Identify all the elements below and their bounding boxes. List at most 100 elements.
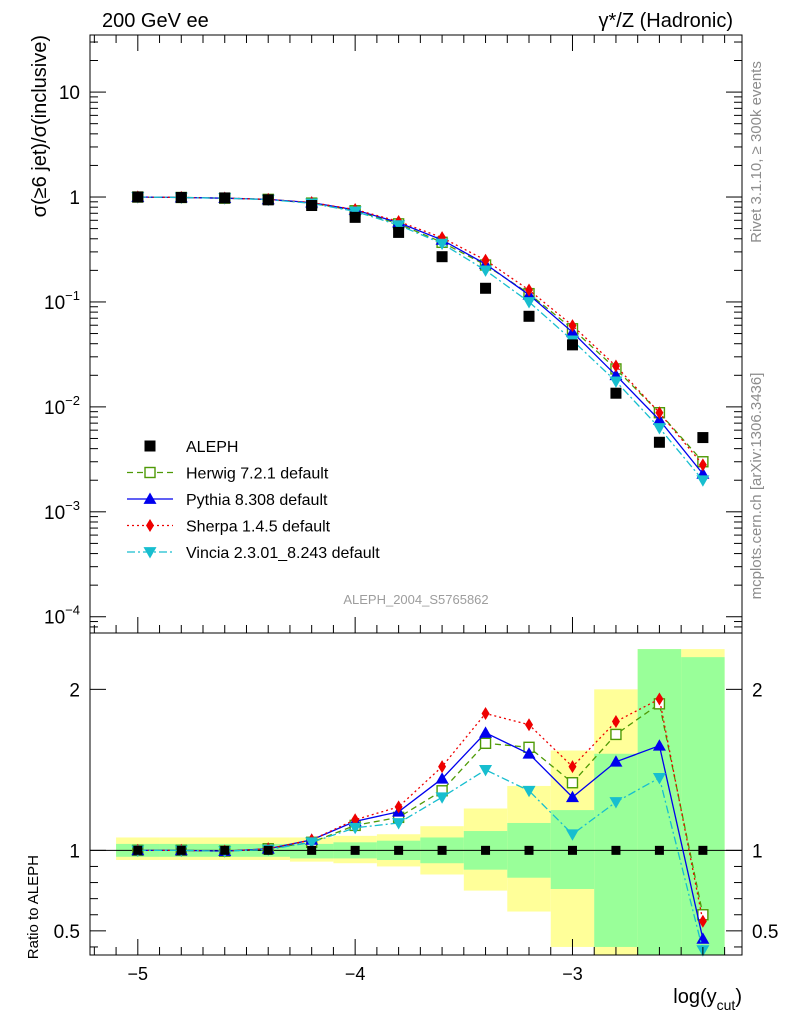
legend-marker xyxy=(143,547,157,559)
aleph-point xyxy=(436,251,448,263)
aleph-ratio-point xyxy=(220,845,230,855)
x-tick-label: −3 xyxy=(562,964,583,984)
axis-ticks xyxy=(90,35,742,955)
series-ratio-point xyxy=(565,790,579,803)
series-ratio-point xyxy=(609,797,623,809)
series-point xyxy=(568,319,577,333)
aleph-point xyxy=(566,339,578,351)
series-ratio-point xyxy=(566,777,579,789)
aleph-point xyxy=(393,226,405,238)
legend-marker xyxy=(144,466,156,479)
series-ratio-point xyxy=(305,837,319,849)
series-ratio-point xyxy=(481,707,490,720)
aleph-ratio-point xyxy=(394,845,404,855)
series-point xyxy=(611,359,620,373)
aleph-point xyxy=(653,436,665,448)
series-ratio-point xyxy=(394,800,403,814)
legend-label: Herwig 7.2.1 default xyxy=(186,466,329,483)
reference-points xyxy=(132,191,709,855)
series-line xyxy=(137,196,704,463)
series-line xyxy=(137,196,704,466)
series-ratio-line xyxy=(137,732,704,940)
aleph-ratio-point xyxy=(307,845,317,855)
aleph-ratio-point xyxy=(524,845,534,855)
series-point xyxy=(696,475,710,487)
y-tick-label-main: 10−3 xyxy=(44,498,80,524)
y-tick-label-ratio: 0.5 xyxy=(54,922,80,943)
series-ratio-point xyxy=(655,692,664,706)
legend: ALEPH Herwig 7.2.1 default Pythia 8.308 de… xyxy=(127,439,380,562)
series-ratio-point xyxy=(522,785,536,798)
y-tick-label-base: 10 xyxy=(59,83,80,104)
aleph-point xyxy=(610,387,622,399)
aleph-ratio-point xyxy=(133,845,143,855)
aleph-ratio-point xyxy=(263,845,273,855)
series-ratio-point xyxy=(698,914,707,928)
series-ratio-point xyxy=(565,829,579,841)
series-point xyxy=(392,220,406,232)
legend-label-aleph: ALEPH xyxy=(186,439,238,456)
aleph-point xyxy=(175,191,187,203)
y-tick-label-exp: −1 xyxy=(65,288,80,303)
y-tick-label-ratio-right: 0.5 xyxy=(752,922,778,943)
series-line xyxy=(137,196,704,481)
series-ratio-point xyxy=(609,755,623,767)
aleph-ratio-point xyxy=(698,845,708,855)
y-tick-label-exp: −4 xyxy=(65,603,80,618)
y-tick-label-exp: −2 xyxy=(65,393,80,408)
green-band-bin xyxy=(681,657,725,955)
legend-label: Vincia 2.3.01_8.243 default xyxy=(186,545,380,562)
series-point xyxy=(655,406,664,420)
aleph-point xyxy=(697,432,709,444)
x-axis-label-sub: cut xyxy=(717,997,736,1013)
series-line xyxy=(137,196,704,475)
aleph-ratio-point xyxy=(611,845,621,855)
aleph-ratio-point xyxy=(437,845,447,855)
header-left: 200 GeV ee xyxy=(102,10,209,32)
rivet-label: Rivet 3.1.10, ≥ 300k events xyxy=(748,61,765,243)
x-tick-label: −4 xyxy=(345,964,366,984)
series-ratio-point xyxy=(610,728,622,741)
aleph-ratio-point xyxy=(481,845,491,855)
legend-label: Sherpa 1.4.5 default xyxy=(186,519,331,536)
series-ratio-line xyxy=(137,769,704,951)
series-ratio-point xyxy=(696,932,710,944)
main-y-axis-label: σ(≥6 jet)/σ(inclusive) xyxy=(29,35,51,217)
series-point xyxy=(479,265,493,277)
aleph-point xyxy=(132,191,144,203)
aleph-point xyxy=(306,200,318,212)
legend-marker-aleph xyxy=(144,440,156,452)
series-ratio-point xyxy=(392,818,406,830)
series-ratio-point xyxy=(568,760,577,774)
y-tick-label-main: 1 xyxy=(69,188,80,209)
series-ratio-point xyxy=(652,773,666,785)
legend-marker xyxy=(143,492,157,504)
aleph-point xyxy=(480,282,492,294)
aleph-ratio-point xyxy=(567,845,577,855)
series-ratio-point xyxy=(435,772,449,784)
series-point xyxy=(652,423,666,435)
series-ratio-point xyxy=(522,747,536,759)
series-ratio-point xyxy=(652,739,666,751)
y-tick-label-base: 1 xyxy=(69,188,80,209)
series-ratio-point xyxy=(479,764,493,777)
main-plot-frame xyxy=(89,34,743,634)
ratio-uncertainty-bands xyxy=(116,649,725,955)
aleph-point xyxy=(349,211,361,223)
y-tick-label-base: 10 xyxy=(44,398,65,419)
ratio-y-axis-label: Ratio to ALEPH xyxy=(25,855,42,959)
analysis-watermark: ALEPH_2004_S5765862 xyxy=(343,592,488,607)
series-point xyxy=(698,458,707,472)
series-ratio-point xyxy=(348,822,362,835)
series-ratio-point xyxy=(525,718,534,732)
legend-marker xyxy=(146,519,154,532)
y-tick-label-exp: −3 xyxy=(65,498,80,513)
series-ratio-point xyxy=(479,726,493,738)
y-tick-label-ratio: 2 xyxy=(69,680,80,701)
series-point xyxy=(435,238,449,251)
aleph-point xyxy=(219,192,231,204)
y-tick-label-main: 10−2 xyxy=(44,393,80,419)
y-tick-label-ratio: 1 xyxy=(69,841,80,862)
